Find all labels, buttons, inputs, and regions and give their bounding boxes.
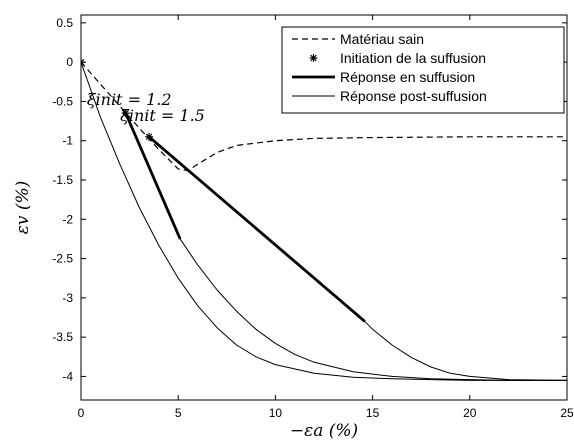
plot-area (80, 14, 568, 401)
y-tick-label: -2 (62, 212, 73, 226)
y-tick-label: -4 (62, 369, 73, 383)
x-tick-label: 10 (269, 406, 283, 420)
series-line-thick (148, 135, 366, 323)
legend: Matériau sain Initiation de la suffusion R… (281, 26, 565, 114)
legend-entry: Réponse post-suffusion (340, 88, 487, 104)
axes-frame (80, 14, 568, 401)
x-tick-label: 15 (366, 406, 380, 420)
y-tick-label: -3.5 (52, 330, 73, 344)
initiation-point (81, 58, 85, 67)
annotation-label: ξinit = 1.2 (87, 90, 172, 109)
y-tick-label: -3 (62, 291, 73, 305)
legend-swatch-marker (309, 54, 318, 62)
y-tick-label: 0.5 (56, 16, 73, 30)
initiation-point (145, 132, 154, 141)
series-line-dashed (81, 61, 567, 172)
y-tick-label: -0.5 (52, 94, 73, 108)
x-tick-label: 5 (175, 406, 182, 420)
y-tick-label: -1.5 (52, 173, 73, 187)
legend-entry: Matériau sain (340, 31, 424, 47)
annotation-label: ξinit = 1.5 (120, 106, 205, 125)
x-tick-label: 25 (560, 406, 574, 420)
y-tick-label: -2.5 (52, 252, 73, 266)
series-line-thin (81, 61, 567, 381)
series-line-thick (124, 112, 182, 240)
series-line-thin (179, 238, 567, 381)
legend-box (281, 26, 565, 114)
x-tick-label: 20 (463, 406, 477, 420)
x-tick-label: 0 (78, 406, 85, 420)
y-tick-label: -1 (62, 134, 73, 148)
x-axis-label: −εa (%) (290, 421, 358, 441)
y-axis-label: εv (%) (13, 181, 33, 235)
legend-entry: Initiation de la suffusion (340, 50, 486, 66)
series-line-thin (364, 321, 567, 381)
tick-labels: 0 5 10 15 20 25 0.5 0 -0.5 -1 -1.5 -2 -2.5 -3 -3.5 -4 (52, 16, 574, 420)
y-tick-label: 0 (66, 55, 73, 69)
legend-entry: Réponse en suffusion (340, 69, 475, 85)
